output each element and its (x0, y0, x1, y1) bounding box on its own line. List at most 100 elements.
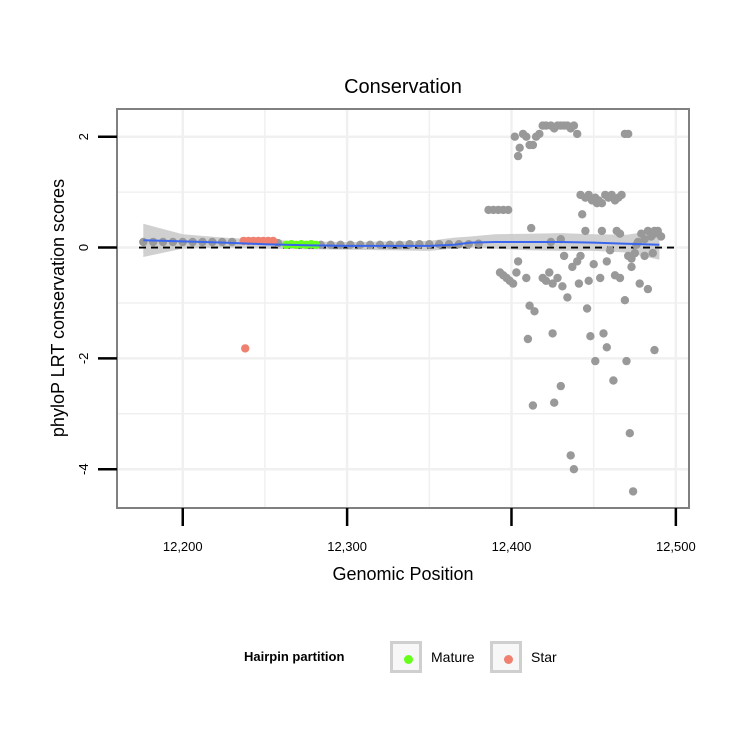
data-point-other (510, 132, 519, 141)
data-point-other (576, 251, 585, 261)
data-point-other (650, 345, 659, 355)
data-point-other (627, 262, 636, 272)
data-point-other (656, 232, 666, 241)
y-axis-ticks: 2 0 -2 -4 (76, 133, 117, 475)
data-point-other (527, 223, 536, 233)
plot-panel (116, 108, 690, 509)
data-point-other (535, 129, 544, 139)
legend-key-mature (390, 641, 422, 673)
y-axis-label: phyloP LRT conservation scores (48, 179, 68, 437)
grid-lines (117, 109, 689, 508)
x-tick-label: 12,200 (163, 539, 203, 554)
data-point-other (589, 260, 598, 269)
x-axis-ticks: 12,200 12,300 12,400 12,500 (163, 508, 696, 554)
data-point-star (241, 344, 250, 353)
data-point-other (513, 151, 523, 161)
data-point-other (650, 226, 659, 236)
data-point-other (584, 276, 593, 285)
data-point-other (630, 248, 639, 258)
data-point-other (640, 235, 649, 244)
data-point-other (522, 273, 531, 283)
data-point-other (602, 343, 611, 352)
data-point-other (574, 279, 584, 288)
data-point-other (558, 282, 567, 291)
data-point-other (415, 240, 424, 249)
data-point-other (581, 226, 590, 236)
data-point-other (474, 239, 483, 248)
data-point-other (548, 329, 557, 338)
data-point-other (556, 381, 565, 391)
data-point-star (268, 236, 278, 246)
smooth-trend-line (143, 239, 660, 247)
data-point-other (515, 143, 524, 152)
data-point-other (625, 429, 634, 438)
data-point-other (356, 240, 365, 249)
legend-label-mature: Mature (431, 649, 475, 665)
data-point-other (553, 273, 562, 283)
legend-key-star (490, 641, 522, 673)
data-point-other (610, 271, 620, 280)
data-point-other (336, 240, 345, 249)
data-point-other (559, 251, 569, 261)
legend-swatch-star (504, 655, 513, 664)
data-point-other (530, 307, 539, 316)
data-point-other (612, 226, 621, 236)
data-point-other (569, 465, 579, 474)
data-point-other (605, 246, 615, 255)
data-point-other (545, 268, 554, 277)
data-point-other (385, 240, 395, 249)
y-tick-label: -2 (76, 353, 91, 365)
data-point-other (158, 237, 168, 247)
data-point-other (573, 129, 582, 139)
data-point-other (596, 273, 605, 283)
x-tick-label: 12,400 (492, 539, 532, 554)
data-point-other (525, 301, 534, 310)
data-point-other (425, 240, 434, 249)
data-point-other (375, 240, 385, 249)
x-tick-label: 12,300 (327, 539, 367, 554)
data-point-other (609, 376, 618, 385)
data-point-other (365, 240, 375, 249)
data-point-other (602, 257, 611, 266)
data-point-other (617, 190, 626, 200)
data-point-other (523, 334, 533, 344)
data-point-other (513, 257, 523, 266)
data-point-other (435, 240, 444, 249)
data-point-other (508, 279, 518, 288)
data-point-other (648, 248, 657, 258)
data-point-other (597, 226, 607, 236)
data-point-other (566, 451, 575, 460)
data-point-other (640, 251, 649, 261)
x-axis-label: Genomic Position (332, 564, 473, 584)
legend-label-star: Star (531, 649, 557, 665)
data-point-other (592, 199, 602, 208)
data-point-other (149, 237, 158, 247)
legend-title: Hairpin partition (244, 649, 345, 664)
data-point-other (624, 129, 633, 139)
data-point-other (599, 329, 608, 338)
data-point-other (395, 240, 404, 249)
x-tick-label: 12,500 (656, 539, 696, 554)
data-point-other (624, 251, 633, 261)
data-point-other (548, 279, 557, 288)
data-point-other (628, 487, 638, 496)
data-point-other (582, 304, 592, 313)
legend-swatch-mature (404, 655, 413, 664)
data-point-other (578, 210, 587, 219)
data-point-other (512, 268, 521, 277)
data-point-other (405, 240, 414, 249)
data-point-other (635, 279, 644, 288)
data-point-other (586, 332, 595, 341)
data-point-other (541, 276, 551, 285)
smooth-trend-layer (143, 239, 660, 247)
data-point-other (346, 240, 355, 249)
data-point-other (622, 356, 631, 366)
data-point-other (620, 296, 630, 305)
data-point-other (522, 132, 531, 141)
data-point-other (568, 262, 577, 272)
y-tick-label: -4 (76, 463, 91, 475)
data-point-other (504, 205, 513, 215)
data-points (139, 121, 666, 496)
y-tick-label: 0 (76, 244, 91, 251)
